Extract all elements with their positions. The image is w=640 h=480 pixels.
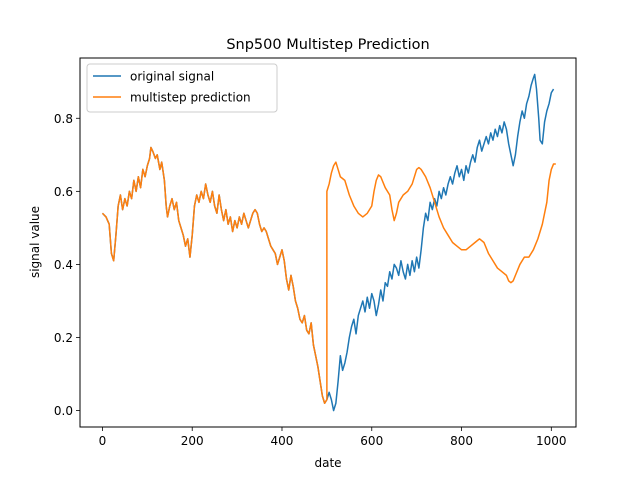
legend: original signal multistep prediction bbox=[86, 63, 278, 113]
legend-label-original-signal: original signal bbox=[130, 70, 214, 84]
x-tick-label: 1000 bbox=[536, 434, 567, 448]
y-axis: 0.0 0.2 0.4 0.6 0.8 bbox=[54, 112, 80, 418]
legend-label-multistep-prediction: multistep prediction bbox=[130, 91, 251, 105]
y-tick-label: 0.6 bbox=[54, 185, 73, 199]
x-axis-label: date bbox=[314, 456, 341, 470]
chart-title: Snp500 Multistep Prediction bbox=[226, 37, 429, 53]
x-tick-label: 200 bbox=[181, 434, 204, 448]
plot-frame bbox=[79, 57, 577, 428]
series-line-multistep-prediction bbox=[101, 146, 556, 404]
x-tick-label: 0 bbox=[99, 434, 107, 448]
series-layer bbox=[101, 73, 556, 412]
x-tick-label: 600 bbox=[360, 434, 383, 448]
y-tick-label: 0.8 bbox=[54, 112, 73, 126]
y-tick-label: 0.0 bbox=[54, 404, 73, 418]
y-axis-label: signal value bbox=[28, 206, 42, 278]
y-tick-label: 0.2 bbox=[54, 331, 73, 345]
x-tick-label: 400 bbox=[271, 434, 294, 448]
legend-box bbox=[86, 63, 278, 113]
y-tick-label: 0.4 bbox=[54, 258, 73, 272]
x-axis: 0 200 400 600 800 1000 bbox=[99, 427, 567, 448]
x-tick-label: 800 bbox=[450, 434, 473, 448]
